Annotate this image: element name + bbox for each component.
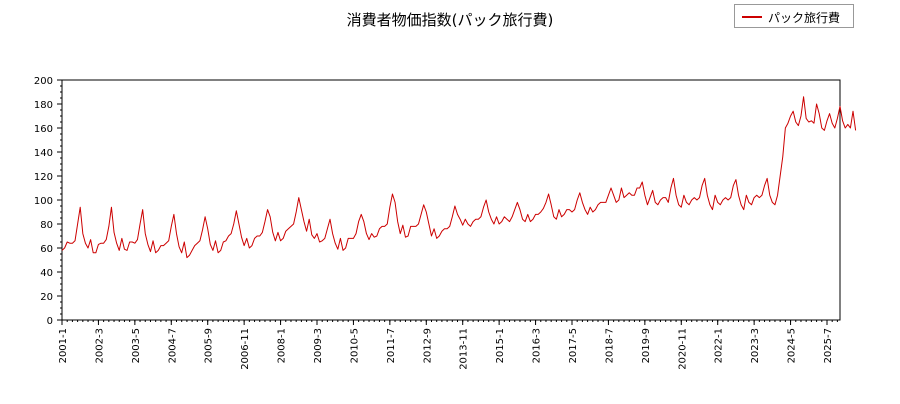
x-tick-label: 2019-9 <box>641 328 652 363</box>
series-line <box>61 96 857 259</box>
x-tick-label: 2018-7 <box>604 328 615 363</box>
y-tick-label: 0 <box>47 316 53 327</box>
x-tick-label: 2006-11 <box>240 328 251 370</box>
x-tick-label: 2015-1 <box>495 328 506 363</box>
y-tick-label: 60 <box>40 244 53 255</box>
y-tick-label: 80 <box>40 220 53 231</box>
legend-swatch <box>742 16 762 18</box>
x-tick-label: 2013-11 <box>459 328 470 370</box>
y-tick-label: 160 <box>34 124 53 135</box>
x-tick-label: 2011-7 <box>386 328 397 363</box>
y-tick-label: 180 <box>34 100 53 111</box>
x-tick-label: 2025-7 <box>823 328 834 363</box>
x-tick-label: 2009-3 <box>313 328 324 363</box>
x-tick-label: 2024-5 <box>787 328 798 363</box>
y-tick-label: 140 <box>34 148 53 159</box>
x-tick-label: 2003-5 <box>131 328 142 363</box>
x-tick-label: 2022-1 <box>714 328 725 363</box>
x-tick-label: 2002-3 <box>94 328 105 363</box>
y-tick-label: 20 <box>40 292 53 303</box>
x-tick-label: 2010-5 <box>349 328 360 363</box>
x-tick-label: 2023-3 <box>750 328 761 363</box>
x-tick-label: 2005-9 <box>204 328 215 363</box>
y-tick-label: 120 <box>34 172 53 183</box>
y-tick-label: 200 <box>34 76 53 87</box>
y-tick-label: 100 <box>34 196 53 207</box>
x-tick-label: 2017-5 <box>568 328 579 363</box>
x-tick-label: 2004-7 <box>167 328 178 363</box>
x-tick-label: 2012-9 <box>422 328 433 363</box>
y-tick-label: 40 <box>40 268 53 279</box>
x-tick-label: 2001-1 <box>58 328 69 363</box>
x-tick-label: 2020-11 <box>677 328 688 370</box>
chart-title: 消費者物価指数(パック旅行費) <box>346 11 554 29</box>
legend: パック旅行費 <box>734 4 854 28</box>
x-tick-label: 2016-3 <box>532 328 543 363</box>
x-tick-label: 2008-1 <box>277 328 288 363</box>
legend-label: パック旅行費 <box>768 11 841 25</box>
